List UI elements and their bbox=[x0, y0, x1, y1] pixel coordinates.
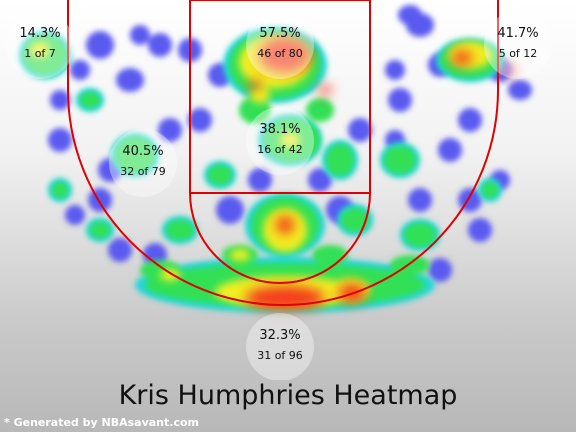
heat-blob-warm bbox=[160, 269, 180, 281]
chart-title: Kris Humphries Heatmap bbox=[118, 380, 458, 411]
heat-blob-mid bbox=[384, 146, 416, 174]
heat-blob-hot bbox=[452, 51, 472, 65]
zone-bubble bbox=[246, 11, 314, 79]
heat-blob-mid bbox=[482, 182, 498, 198]
zone-pct: 14.3% bbox=[19, 26, 60, 41]
heat-blob-cold bbox=[385, 60, 405, 80]
zone-pct: 38.1% bbox=[259, 122, 300, 137]
zone-made-of: 31 of 96 bbox=[257, 349, 303, 362]
zone-bubble bbox=[6, 11, 74, 79]
heat-blob-mid bbox=[312, 245, 348, 265]
zone-made-of: 5 of 12 bbox=[499, 47, 538, 60]
heat-blob-cold bbox=[116, 68, 144, 92]
heat-blob-cold bbox=[458, 108, 482, 132]
heat-blob-cold bbox=[468, 218, 492, 242]
heat-blob-mid bbox=[80, 92, 100, 108]
heat-blob-mid bbox=[341, 208, 369, 232]
zone-label-above-break-three: 32.3% 31 of 96 bbox=[246, 313, 314, 380]
three-point-arc bbox=[67, 89, 499, 306]
heat-blob-cold bbox=[108, 238, 132, 262]
heat-blob-cold bbox=[308, 168, 332, 192]
heat-blob-mid bbox=[208, 165, 232, 185]
heat-blob-cold bbox=[148, 33, 172, 57]
heat-blob-hot bbox=[504, 65, 516, 75]
heat-blob-cold bbox=[86, 31, 114, 59]
heat-blob-mid bbox=[166, 220, 194, 240]
heat-blob-cold bbox=[65, 205, 85, 225]
heat-blob-mid bbox=[404, 223, 436, 247]
heat-blob-mid bbox=[52, 182, 68, 198]
heat-blob-mid bbox=[115, 137, 155, 173]
heat-blob-mid bbox=[306, 98, 334, 122]
heat-blob-cold bbox=[438, 138, 462, 162]
credit-text: * Generated by NBAsavant.com bbox=[4, 416, 199, 429]
paint-lane bbox=[189, 0, 371, 194]
zone-made-of: 46 of 80 bbox=[257, 47, 303, 60]
heat-blob-hot bbox=[249, 80, 261, 90]
court-svg: 14.3% 1 of 7 57.5% 46 of 80 41.7% 5 of 12 40.5… bbox=[6, 0, 552, 380]
heat-blob-cold bbox=[348, 118, 372, 142]
zone-label-left-corner-three: 14.3% 1 of 7 bbox=[6, 11, 74, 79]
heat-blob-cold bbox=[216, 196, 244, 224]
zone-bubble bbox=[246, 313, 314, 380]
heat-blob-cold bbox=[188, 108, 212, 132]
zone-pct: 32.3% bbox=[259, 328, 300, 343]
heat-blob-hot bbox=[276, 216, 294, 234]
heat-blob-cold bbox=[158, 118, 182, 142]
heat-blob-cold bbox=[70, 60, 90, 80]
heat-blob-warm bbox=[230, 249, 250, 261]
heat-blob-cold bbox=[50, 90, 70, 110]
zone-pct: 40.5% bbox=[122, 144, 163, 159]
heat-blob-warm bbox=[30, 42, 50, 58]
heat-blob-cold bbox=[398, 5, 422, 25]
heat-blob-cold bbox=[248, 168, 272, 192]
zone-made-of: 32 of 79 bbox=[120, 165, 166, 178]
zone-bubble bbox=[109, 129, 177, 197]
zone-bubble bbox=[484, 11, 552, 79]
heat-blob-mid bbox=[326, 144, 354, 176]
zone-label-paint-non-ra: 38.1% 16 of 42 bbox=[246, 107, 314, 175]
zone-label-right-corner-three: 41.7% 5 of 12 bbox=[484, 11, 552, 79]
zone-label-restricted-area: 57.5% 46 of 80 bbox=[246, 11, 314, 79]
heat-blob-cold bbox=[48, 128, 72, 152]
heat-blob-warm bbox=[280, 132, 300, 148]
zone-made-of: 16 of 42 bbox=[257, 143, 303, 156]
court-lines bbox=[67, 0, 499, 306]
heat-blob-warm bbox=[250, 87, 270, 103]
heat-blob-hot bbox=[245, 286, 325, 310]
heat-blob-cold bbox=[508, 80, 532, 100]
free-throw-circle bbox=[189, 192, 371, 284]
zone-made-of: 1 of 7 bbox=[24, 47, 56, 60]
zone-labels: 14.3% 1 of 7 57.5% 46 of 80 41.7% 5 of 12 40.5… bbox=[6, 11, 552, 380]
heat-blob-mid bbox=[239, 96, 271, 124]
zone-bubble bbox=[246, 107, 314, 175]
heat-blob-cold bbox=[88, 188, 112, 212]
zone-pct: 57.5% bbox=[259, 26, 300, 41]
heat-blob-mid bbox=[90, 222, 110, 238]
heat-blob-cold bbox=[408, 188, 432, 212]
heat-blob-hot bbox=[259, 37, 311, 73]
zone-label-left-midrange: 40.5% 32 of 79 bbox=[109, 129, 177, 197]
heat-blob-cold bbox=[130, 25, 150, 45]
heat-blob-hot bbox=[319, 85, 331, 95]
zone-pct: 41.7% bbox=[497, 26, 538, 41]
heat-blob-cold bbox=[428, 258, 452, 282]
heat-blob-cold bbox=[388, 88, 412, 112]
